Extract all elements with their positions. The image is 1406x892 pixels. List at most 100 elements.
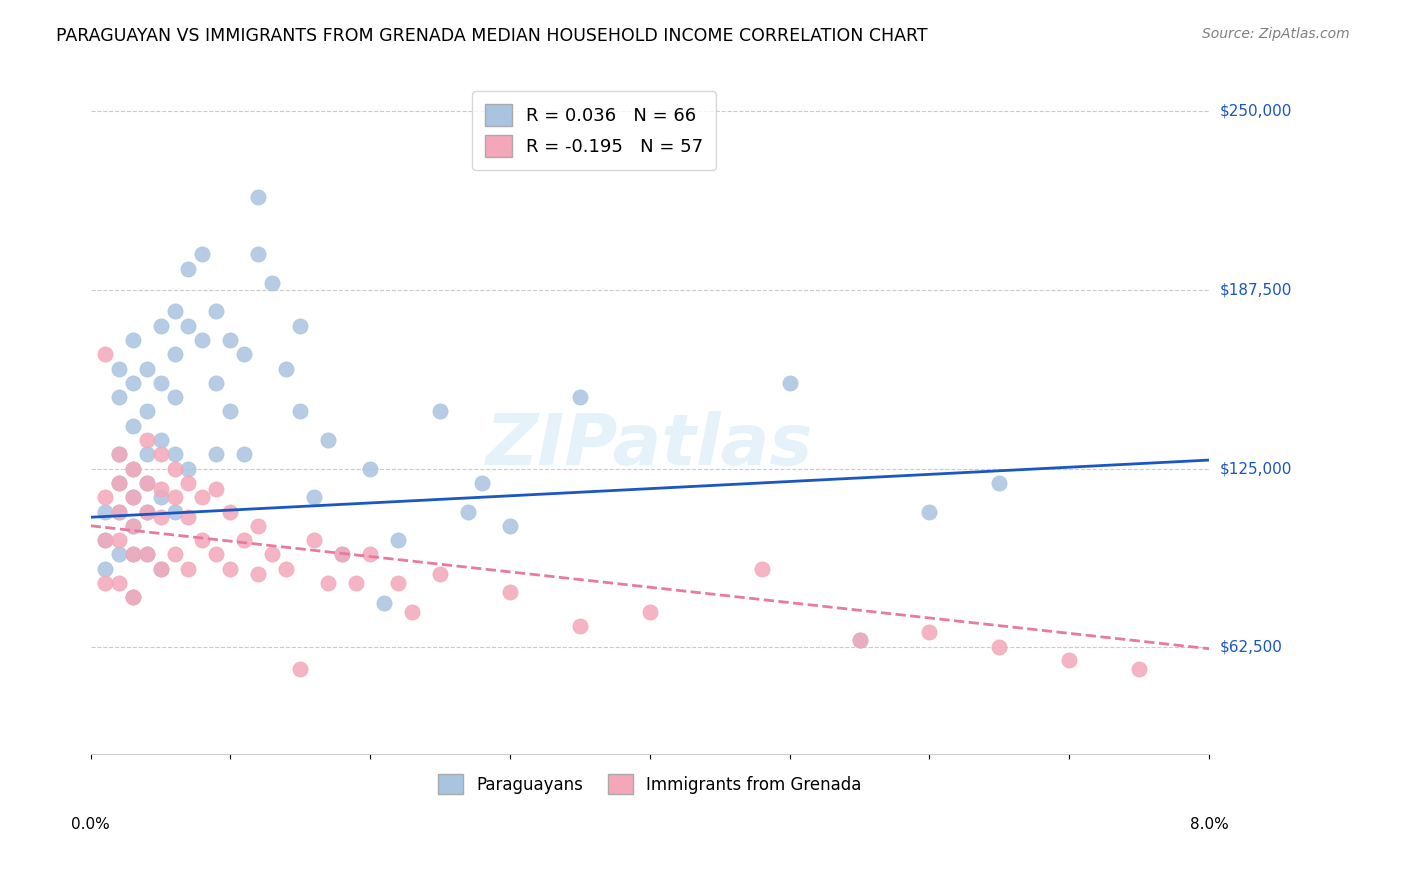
Point xyxy=(135,504,157,518)
Point xyxy=(177,261,200,276)
Point xyxy=(457,504,479,518)
Point xyxy=(177,461,200,475)
Point xyxy=(233,447,256,461)
Text: $187,500: $187,500 xyxy=(1220,283,1292,298)
Point xyxy=(988,640,1011,655)
Point xyxy=(316,576,339,591)
Point xyxy=(163,548,186,562)
Point xyxy=(316,433,339,447)
Point xyxy=(163,490,186,504)
Point xyxy=(205,447,228,461)
Point xyxy=(93,562,115,576)
Point xyxy=(247,190,270,204)
Point xyxy=(219,404,242,418)
Point xyxy=(330,548,353,562)
Point xyxy=(121,591,143,605)
Point xyxy=(219,562,242,576)
Point xyxy=(121,518,143,533)
Point xyxy=(121,333,143,347)
Point xyxy=(149,510,172,524)
Point xyxy=(247,247,270,261)
Point xyxy=(848,633,870,648)
Point xyxy=(149,447,172,461)
Point xyxy=(233,533,256,547)
Point xyxy=(344,576,367,591)
Point xyxy=(163,347,186,361)
Point xyxy=(107,533,129,547)
Point xyxy=(205,304,228,318)
Point xyxy=(121,461,143,475)
Point xyxy=(121,461,143,475)
Point xyxy=(149,318,172,333)
Text: ZIPatlas: ZIPatlas xyxy=(486,411,814,480)
Text: $125,000: $125,000 xyxy=(1220,461,1292,476)
Point xyxy=(135,504,157,518)
Point xyxy=(499,584,522,599)
Point xyxy=(233,347,256,361)
Text: $62,500: $62,500 xyxy=(1220,640,1284,655)
Point xyxy=(568,619,591,633)
Point xyxy=(247,567,270,582)
Point xyxy=(107,576,129,591)
Point xyxy=(93,504,115,518)
Point xyxy=(219,504,242,518)
Point xyxy=(290,404,312,418)
Point xyxy=(135,475,157,490)
Point xyxy=(359,461,381,475)
Point xyxy=(149,562,172,576)
Point xyxy=(93,533,115,547)
Point xyxy=(191,490,214,504)
Point xyxy=(107,504,129,518)
Point xyxy=(499,518,522,533)
Point xyxy=(107,447,129,461)
Point xyxy=(149,376,172,390)
Point xyxy=(107,504,129,518)
Point xyxy=(276,361,298,376)
Point xyxy=(107,475,129,490)
Text: 0.0%: 0.0% xyxy=(72,817,110,832)
Point xyxy=(276,562,298,576)
Point xyxy=(121,490,143,504)
Point xyxy=(373,596,395,610)
Legend: Paraguayans, Immigrants from Grenada: Paraguayans, Immigrants from Grenada xyxy=(432,767,869,801)
Point xyxy=(205,548,228,562)
Point xyxy=(163,390,186,404)
Point xyxy=(988,475,1011,490)
Point xyxy=(1059,653,1081,667)
Point xyxy=(387,576,409,591)
Point xyxy=(918,624,941,639)
Point xyxy=(177,318,200,333)
Point xyxy=(93,576,115,591)
Point xyxy=(779,376,801,390)
Point xyxy=(107,548,129,562)
Point xyxy=(205,376,228,390)
Point xyxy=(568,390,591,404)
Point xyxy=(205,482,228,496)
Point xyxy=(135,475,157,490)
Point xyxy=(290,318,312,333)
Point xyxy=(247,518,270,533)
Point xyxy=(135,548,157,562)
Point xyxy=(387,533,409,547)
Point xyxy=(471,475,494,490)
Point xyxy=(163,461,186,475)
Point xyxy=(107,475,129,490)
Text: PARAGUAYAN VS IMMIGRANTS FROM GRENADA MEDIAN HOUSEHOLD INCOME CORRELATION CHART: PARAGUAYAN VS IMMIGRANTS FROM GRENADA ME… xyxy=(56,27,928,45)
Point xyxy=(107,390,129,404)
Point xyxy=(177,475,200,490)
Point xyxy=(191,333,214,347)
Point xyxy=(163,504,186,518)
Text: $250,000: $250,000 xyxy=(1220,103,1292,119)
Point xyxy=(121,548,143,562)
Point xyxy=(290,662,312,676)
Point xyxy=(93,533,115,547)
Point xyxy=(93,490,115,504)
Point xyxy=(751,562,773,576)
Point xyxy=(304,533,326,547)
Point xyxy=(359,548,381,562)
Point xyxy=(121,518,143,533)
Point xyxy=(107,361,129,376)
Text: 8.0%: 8.0% xyxy=(1189,817,1229,832)
Point xyxy=(262,276,284,290)
Point xyxy=(135,404,157,418)
